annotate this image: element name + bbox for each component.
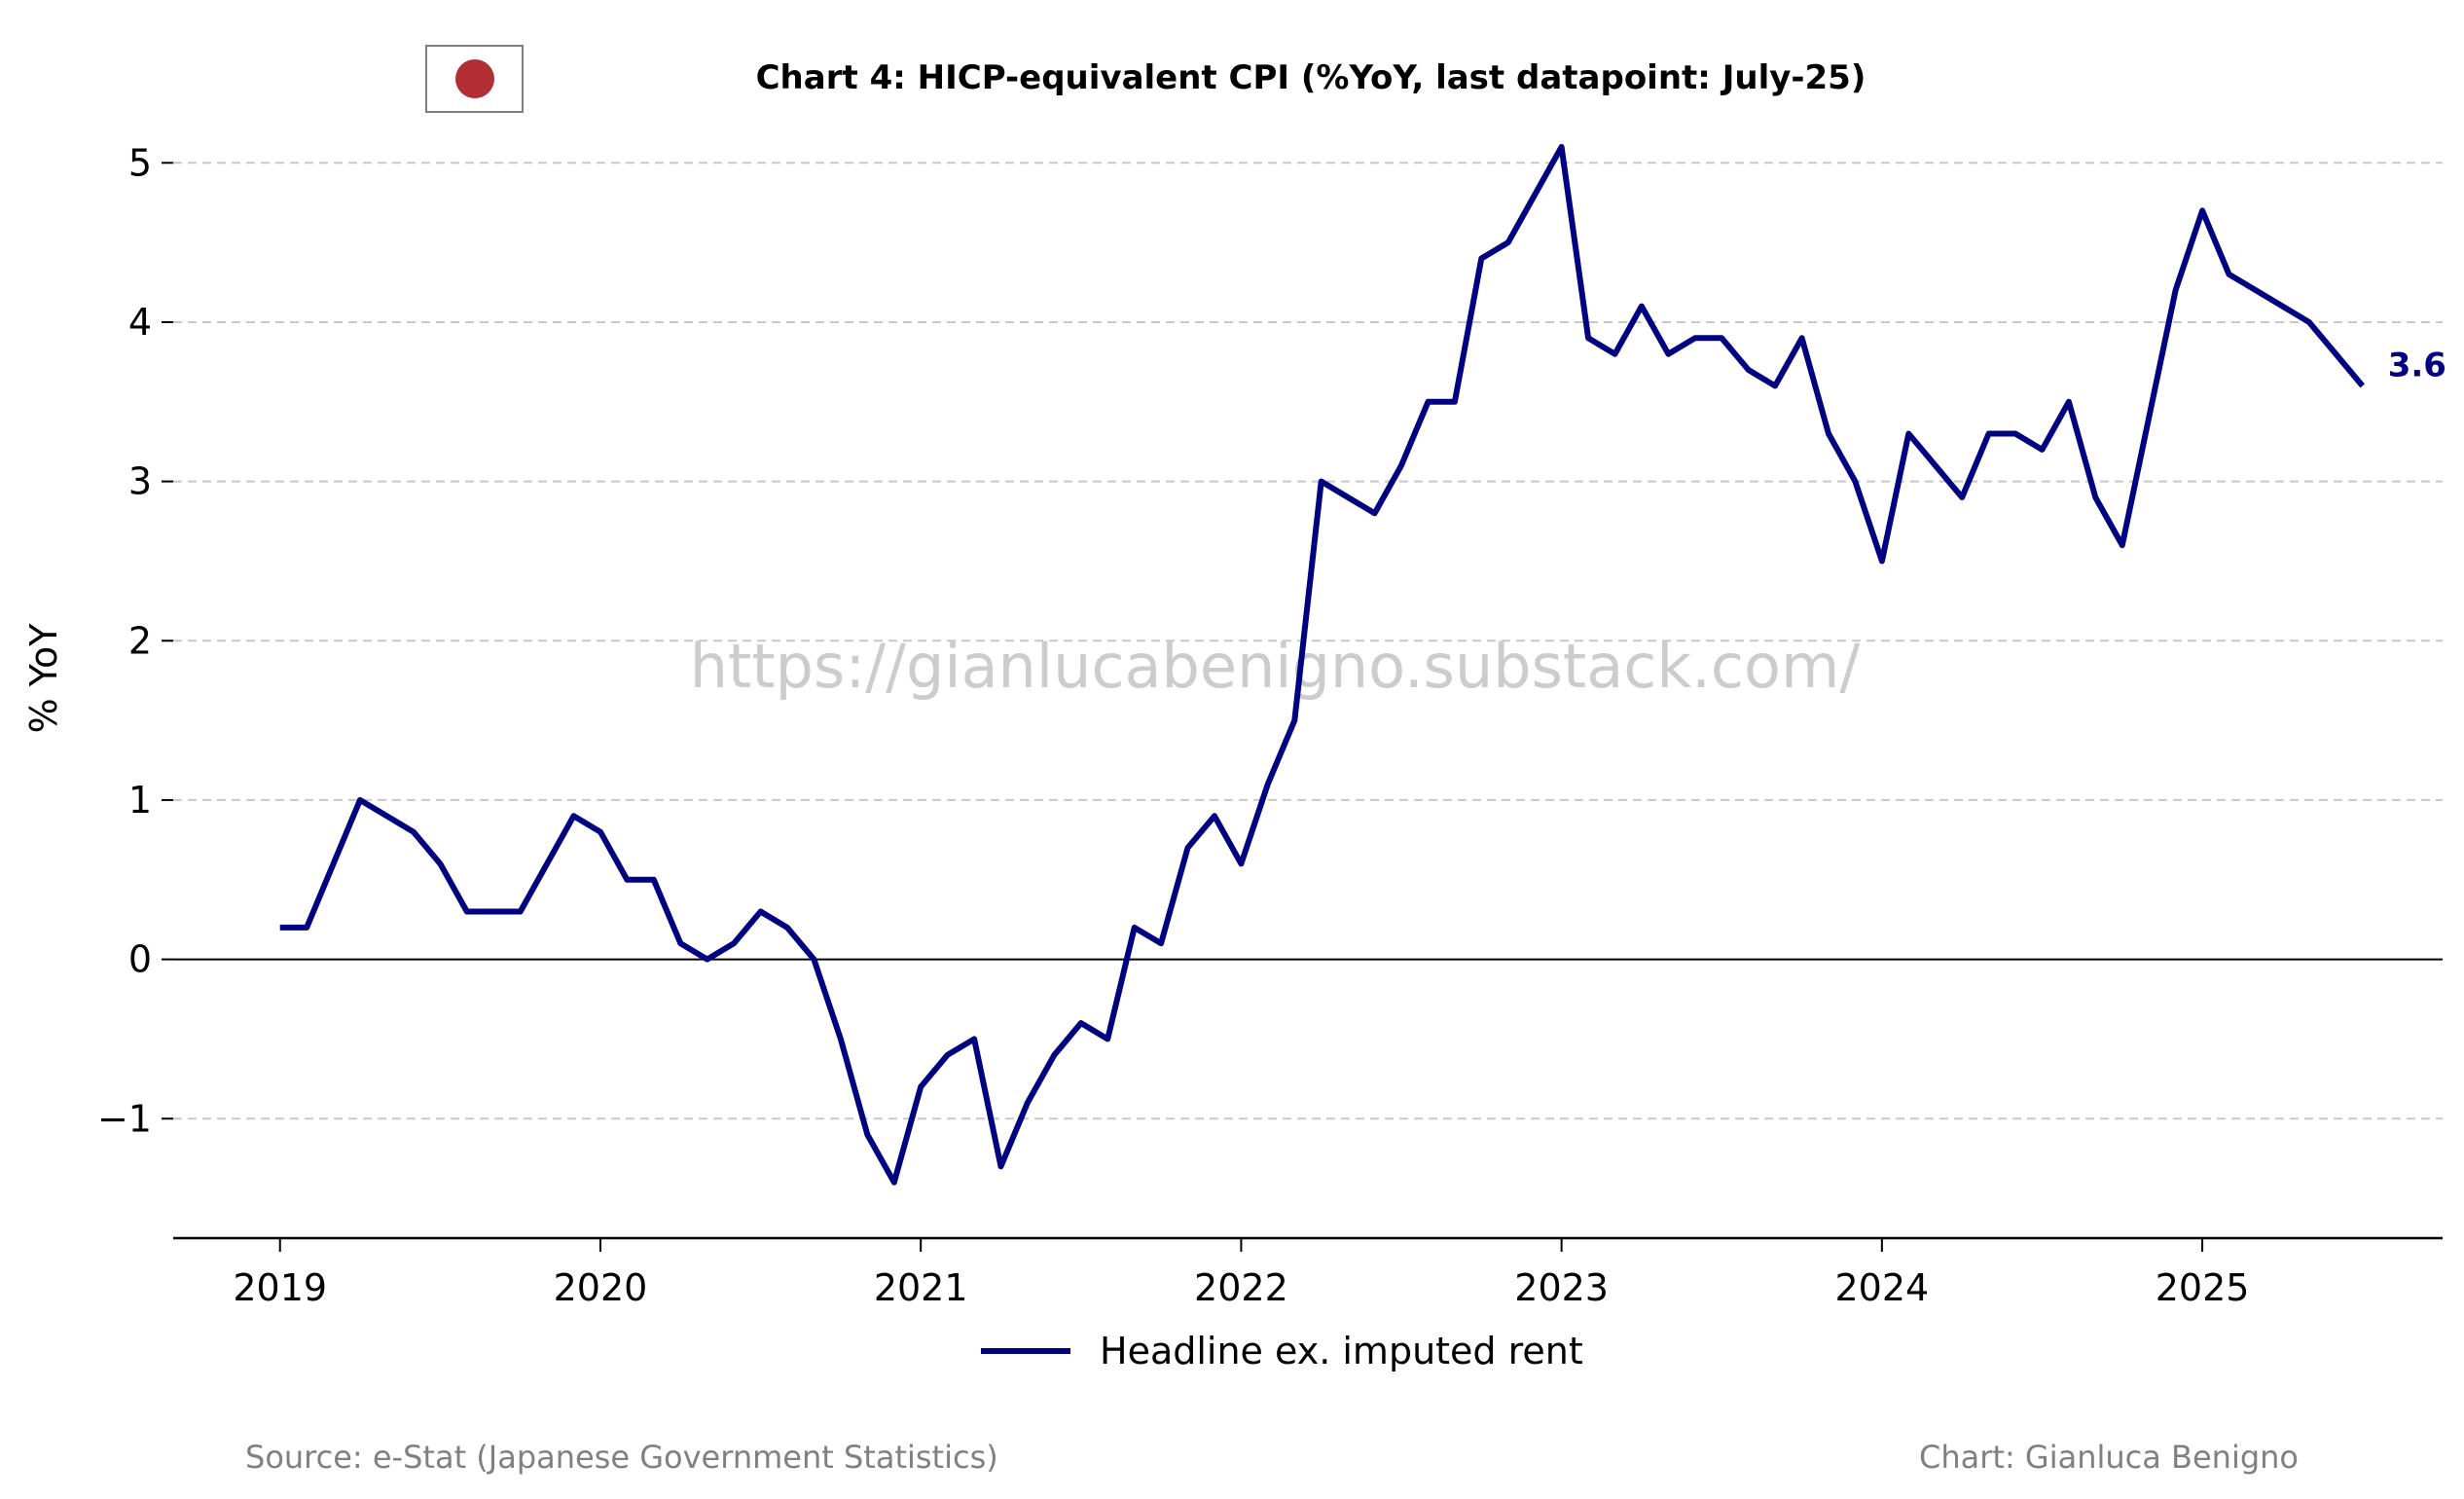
end-value-label: 3.6 (2388, 346, 2446, 384)
x-tick-label: 2025 (2156, 1266, 2250, 1309)
y-axis-ticks: −1 0 1 2 3 4 5 (97, 141, 173, 1140)
chart-credit: Chart: Gianluca Benigno (1919, 1439, 2299, 1476)
y-tick-label: 3 (128, 460, 152, 503)
y-tick-label: 2 (128, 619, 152, 662)
grid (173, 162, 2443, 1120)
y-tick-label: −1 (97, 1097, 152, 1140)
chart-title: Chart 4: HICP-equivalent CPI (%YoY, last… (756, 58, 1866, 97)
source-note: Source: e-Stat (Japanese Government Stat… (245, 1439, 998, 1476)
y-tick-label: 4 (128, 301, 152, 344)
x-tick-label: 2023 (1514, 1266, 1609, 1309)
y-tick-label: 0 (128, 938, 152, 981)
x-tick-label: 2020 (554, 1266, 648, 1309)
series-line (279, 143, 2365, 1186)
watermark: https://gianlucabenigno.substack.com/ (690, 631, 1861, 702)
legend-label: Headline ex. imputed rent (1100, 1330, 1583, 1372)
series-layer (279, 143, 2365, 1186)
y-axis-label: % YoY (22, 623, 65, 734)
japan-flag-icon (425, 45, 524, 113)
x-tick-label: 2022 (1194, 1266, 1288, 1309)
x-tick-label: 2021 (874, 1266, 968, 1309)
y-tick-label: 1 (128, 779, 152, 822)
y-tick-label: 5 (128, 141, 152, 184)
x-tick-label: 2024 (1834, 1266, 1929, 1309)
legend: Headline ex. imputed rent (981, 1330, 1583, 1372)
x-axis-ticks: 2019 2020 2021 2022 2023 2024 2025 (233, 1238, 2249, 1309)
x-tick-label: 2019 (233, 1266, 327, 1309)
